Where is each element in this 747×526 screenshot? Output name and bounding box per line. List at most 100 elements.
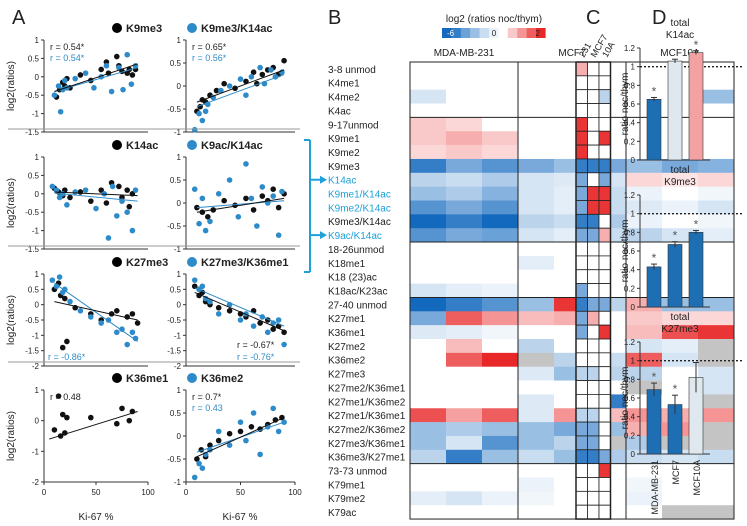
heatmap-cell — [410, 477, 447, 492]
fit-line-blue — [54, 192, 138, 202]
heatmap-cell — [626, 325, 663, 340]
significance-cell — [598, 297, 611, 312]
heatmap-row-label: K79me2 — [328, 494, 366, 505]
significance-frame — [575, 61, 612, 520]
data-point-black — [250, 207, 257, 213]
data-point-black — [232, 202, 238, 209]
r-value-blue: r = 0.54* — [50, 53, 85, 63]
significance-cell — [575, 158, 588, 174]
heatmap-cell — [446, 242, 483, 257]
heatmap-cell — [518, 325, 555, 340]
legend-label: K9ac/K14ac — [201, 140, 263, 152]
bar-y-axis-label: ratio noc/thym — [620, 367, 631, 430]
heatmap-row-label: K4me2 — [328, 93, 360, 104]
heatmap-cell — [698, 186, 735, 201]
heatmap-cell — [446, 408, 483, 423]
data-point-blue — [56, 194, 63, 201]
heatmap-row-label: 9-17unmod — [328, 120, 379, 131]
heatmap-row-label: K27me1 — [328, 314, 366, 325]
heatmap-row-label: K18ac/K23ac — [328, 286, 388, 297]
data-point-black — [226, 430, 233, 437]
data-point-blue — [275, 317, 282, 323]
significance-cell — [598, 130, 611, 146]
data-point-blue — [270, 193, 277, 199]
y-tick-label: 0.2 — [624, 137, 636, 146]
data-point-blue — [264, 329, 271, 336]
heatmap-cell — [698, 117, 735, 132]
heatmap-cell — [446, 269, 483, 284]
data-point-black — [114, 420, 120, 427]
heatmap-cell — [410, 131, 447, 146]
significance-cell — [598, 435, 611, 451]
significance-cell — [587, 117, 600, 132]
data-point-blue — [109, 183, 116, 190]
heatmap-cell — [626, 75, 663, 90]
data-point-blue — [199, 117, 206, 124]
y-tick-label: 1 — [35, 153, 40, 162]
data-point-blue — [199, 465, 206, 472]
heatmap-cell — [482, 89, 519, 104]
heatmap-cell — [410, 158, 447, 174]
heatmap-cell — [446, 117, 483, 132]
heatmap-cell — [518, 200, 555, 215]
heatmap-cell — [446, 449, 483, 464]
data-point-blue — [124, 209, 130, 215]
data-point-blue — [250, 410, 257, 416]
heatmap-cell — [698, 242, 735, 257]
scatter-plot: -1 -0.5 0 0.5 1 — [167, 153, 295, 254]
data-point-blue — [105, 317, 112, 323]
x-axis-label: Ki-67 % — [78, 512, 113, 523]
fit-line-black — [54, 63, 138, 92]
significance-cell — [587, 435, 600, 451]
heatmap-row-label: K4me1 — [328, 79, 360, 90]
heatmap-cell — [446, 200, 483, 215]
significance-cell — [575, 380, 588, 395]
data-point-black — [64, 414, 70, 421]
data-point-blue — [72, 75, 78, 82]
r-value-blue: r = -0.86* — [48, 352, 86, 362]
y-tick-label: 1 — [177, 270, 182, 279]
significance-cell — [587, 200, 600, 215]
data-point-blue — [215, 428, 222, 435]
y-tick-label: -1 — [32, 227, 40, 236]
significance-cell — [587, 227, 600, 243]
heatmap-cell — [446, 62, 483, 77]
y-tick-label: 1.2 — [624, 191, 636, 200]
data-point-black — [243, 195, 249, 202]
heatmap-cell — [518, 172, 555, 187]
heatmap-cell — [482, 477, 519, 492]
data-point-black — [248, 424, 255, 430]
y-axis-label: log2(ratios) — [6, 178, 17, 228]
data-point-blue — [120, 86, 126, 93]
heatmap-row-label: K79ac — [328, 508, 356, 519]
heatmap-cell — [626, 228, 663, 243]
significance-cell — [598, 504, 611, 520]
data-point-black — [134, 320, 141, 326]
significance-cell — [575, 352, 588, 368]
data-point-blue — [55, 83, 62, 89]
significance-cell — [587, 158, 600, 174]
heatmap-cell — [662, 477, 699, 492]
significance-cell — [587, 324, 600, 340]
heatmap-cell — [662, 214, 699, 229]
data-point-blue — [56, 274, 63, 280]
panel-label-b: B — [328, 7, 341, 29]
data-point-black — [88, 198, 94, 204]
data-point-blue — [237, 76, 244, 82]
y-tick-label: 0 — [35, 190, 40, 199]
data-point-black — [98, 187, 104, 193]
y-axis-label: log2(ratios) — [6, 411, 17, 461]
significance-cell — [598, 200, 611, 215]
fit-line-black — [49, 410, 138, 440]
heatmap-row-label: 18-26unmod — [328, 245, 384, 256]
significance-cell — [587, 477, 600, 492]
significance-cell — [575, 366, 588, 381]
x-tick-label: 100 — [288, 488, 302, 497]
data-point-blue — [114, 329, 120, 336]
significance-cell — [575, 504, 588, 520]
heatmap-cell — [410, 325, 447, 340]
y-tick-label: -2 — [174, 362, 182, 371]
data-point-blue — [226, 83, 233, 89]
heatmap-cell — [410, 352, 447, 367]
x-tick-label: 0 — [184, 488, 189, 497]
